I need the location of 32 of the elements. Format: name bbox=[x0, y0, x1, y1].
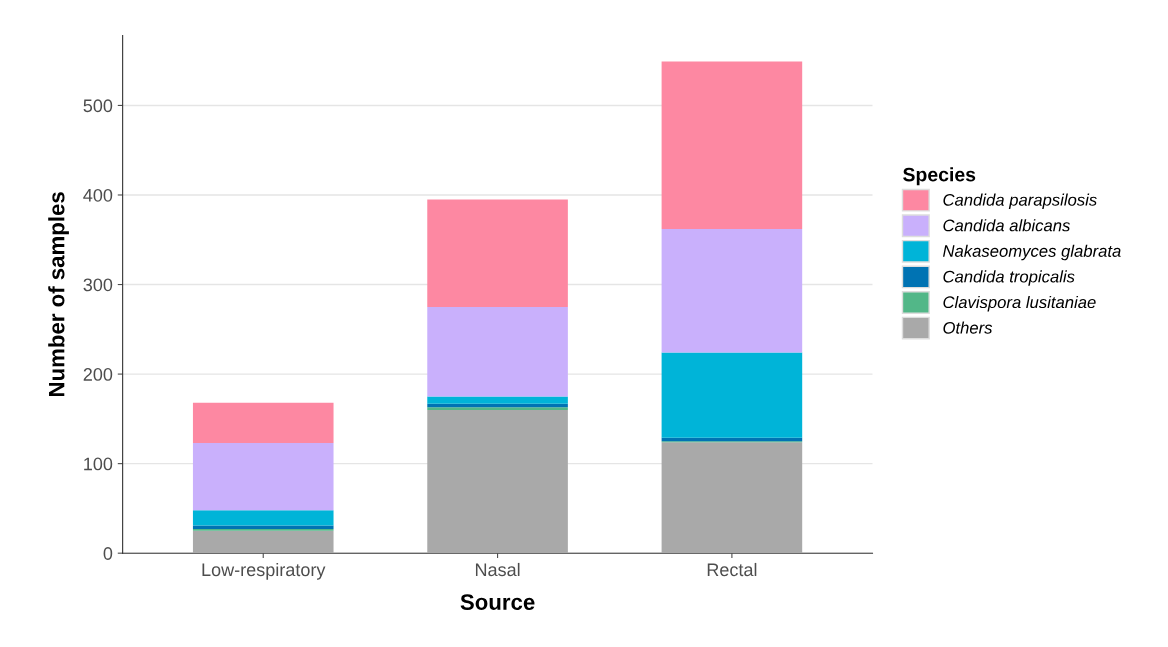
bar bbox=[427, 409, 568, 554]
bar bbox=[192, 530, 334, 554]
bar bbox=[661, 229, 803, 353]
bar bbox=[661, 442, 803, 554]
bar bbox=[427, 407, 568, 410]
y-tick-label: 100 bbox=[84, 457, 113, 471]
bar bbox=[661, 352, 803, 438]
y-axis-title: Number of samples bbox=[48, 192, 69, 397]
y-tick-label: 200 bbox=[83, 368, 113, 381]
x-tick-label: Nasal bbox=[475, 562, 520, 577]
legend-label: Candida tropicalis bbox=[943, 270, 1075, 286]
bar bbox=[427, 199, 568, 307]
legend-label: Candida albicans bbox=[943, 219, 1071, 232]
bar bbox=[427, 396, 568, 404]
bar bbox=[192, 510, 334, 526]
bar bbox=[192, 443, 334, 511]
legend-label: Others bbox=[943, 321, 993, 334]
y-tick-label: 0 bbox=[103, 547, 113, 560]
y-tick-label: 500 bbox=[83, 99, 113, 113]
legend-title: Species bbox=[903, 167, 976, 186]
legend-label: Clavispora lusitaniae bbox=[943, 295, 1096, 312]
x-axis-title: Source bbox=[460, 594, 535, 610]
y-tick-label: 300 bbox=[83, 278, 113, 292]
y-tick-label: 400 bbox=[83, 188, 113, 202]
legend-label: Nakaseomyces glabrata bbox=[943, 244, 1121, 261]
bar bbox=[427, 306, 568, 397]
legend-label: Candida parapsilosis bbox=[943, 193, 1097, 210]
bar bbox=[192, 402, 334, 444]
x-tick-label: Low-respiratory bbox=[202, 562, 326, 580]
bar bbox=[661, 61, 803, 230]
bar bbox=[192, 525, 334, 530]
x-tick-label: Rectal bbox=[707, 562, 757, 577]
